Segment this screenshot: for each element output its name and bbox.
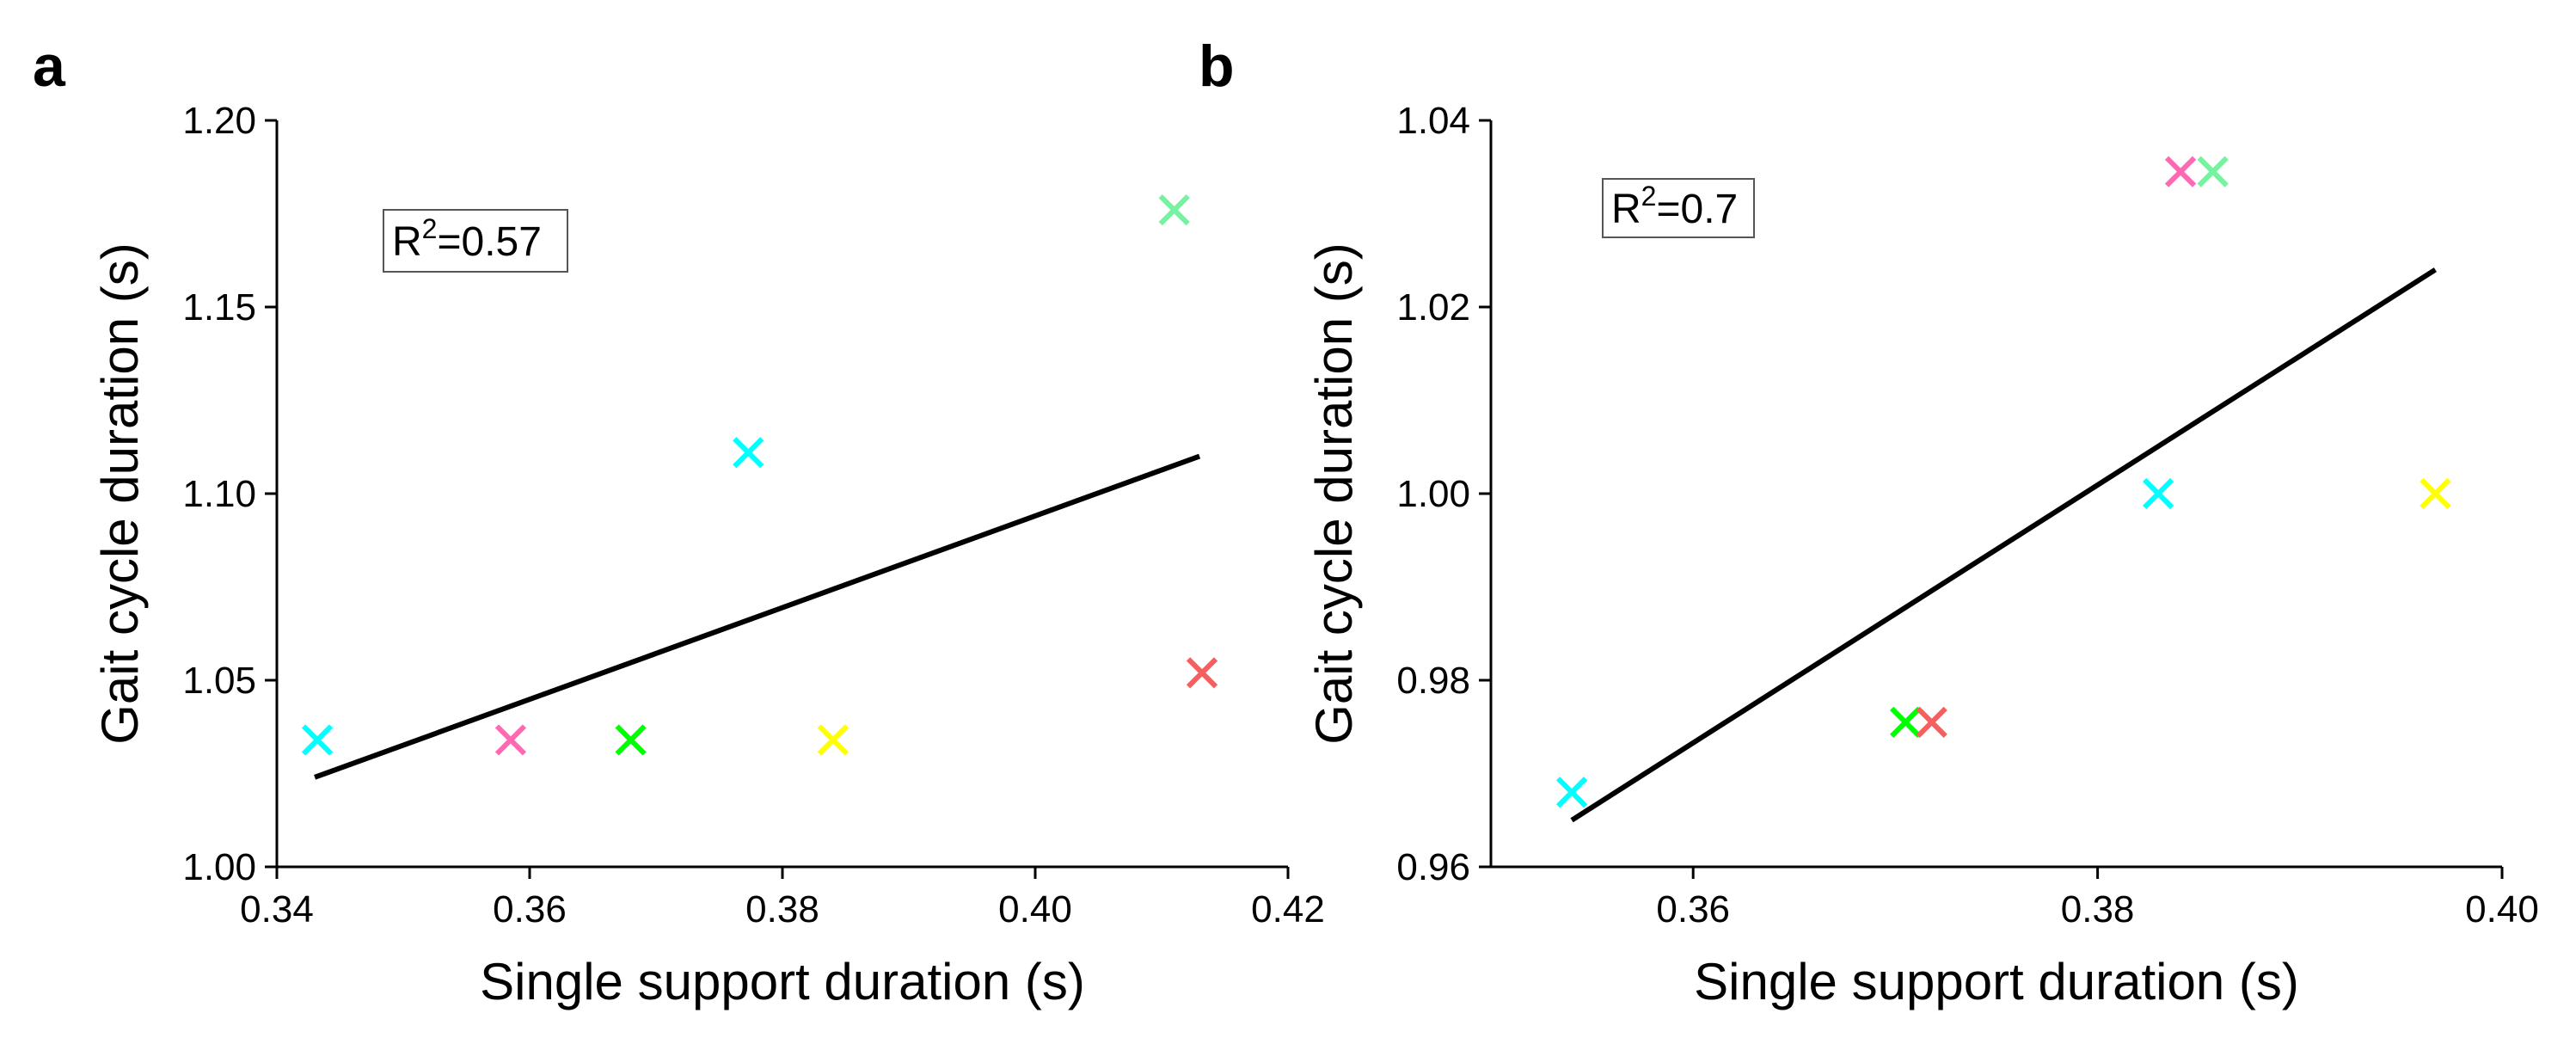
data-point — [494, 724, 527, 756]
data-point — [817, 724, 849, 756]
x-tick-label: 0.36 — [493, 888, 567, 930]
r-squared-label: R2=0.57 — [392, 213, 542, 265]
y-tick-label: 1.00 — [182, 846, 256, 888]
r-squared-annotation: R2=0.57 — [383, 209, 568, 273]
r-squared-prefix: R — [392, 219, 422, 265]
data-point — [2420, 477, 2451, 510]
data-point-stroke — [2143, 477, 2174, 510]
data-point-stroke — [2197, 156, 2229, 187]
y-tick-label: 1.02 — [1396, 286, 1470, 329]
regression-line — [1570, 267, 2437, 823]
regression-line — [314, 453, 1201, 780]
panel-letter: b — [1199, 34, 1235, 99]
panel-b: b 0.96 0.98 1.00 1.02 1.04 0.36 0.38 0.40 Single … — [1199, 34, 2539, 1010]
data-point — [733, 437, 764, 469]
data-point — [615, 724, 647, 756]
x-axis-title: Single support duration (s) — [1694, 953, 2299, 1010]
annotation-box — [383, 209, 568, 273]
data-point — [2143, 477, 2174, 510]
panel-a: a 1.00 1.05 1.10 1.15 1.20 0.34 0.36 0.38 0.40 0.4… — [33, 34, 1325, 1010]
x-tick-label: 0.40 — [2465, 888, 2539, 930]
r-squared-annotation: R2=0.7 — [1602, 178, 1755, 238]
y-tick-label: 0.98 — [1396, 660, 1470, 702]
y-tick-label: 0.96 — [1396, 846, 1470, 888]
data-point-stroke — [1186, 657, 1218, 689]
data-point-stroke — [1916, 706, 1947, 738]
x-tick-label: 0.42 — [1251, 888, 1325, 930]
data-point-stroke — [817, 724, 849, 756]
y-axis-title: Gait cycle duration (s) — [1305, 243, 1363, 745]
r-squared-value: =0.57 — [437, 219, 541, 265]
data-point — [1890, 706, 1922, 738]
data-point — [2164, 156, 2197, 187]
data-point — [2197, 156, 2229, 187]
data-point-stroke — [2420, 477, 2451, 510]
y-tick-label: 1.10 — [182, 473, 256, 515]
data-point-stroke — [301, 724, 334, 756]
r-squared-value: =0.7 — [1656, 187, 1738, 232]
x-tick-label: 0.40 — [998, 888, 1072, 930]
panel-letter: a — [33, 34, 66, 99]
y-tick-label: 1.05 — [182, 660, 256, 702]
x-axis-title: Single support duration (s) — [480, 953, 1085, 1010]
annotation-box — [1602, 178, 1755, 238]
data-point — [1916, 706, 1947, 738]
x-tick-label: 0.38 — [745, 888, 819, 930]
data-point — [1158, 194, 1190, 226]
r-squared-superscript: 2 — [422, 213, 438, 244]
data-point — [1555, 777, 1588, 808]
data-point — [301, 724, 334, 756]
data-point-stroke — [494, 724, 527, 756]
data-point-stroke — [615, 724, 647, 756]
r-squared-label: R2=0.7 — [1611, 181, 1738, 232]
y-tick-label: 1.00 — [1396, 473, 1470, 515]
data-point-stroke — [1158, 194, 1190, 226]
data-point — [1186, 657, 1218, 689]
x-tick-label: 0.38 — [2061, 888, 2135, 930]
y-axis-title: Gait cycle duration (s) — [91, 243, 149, 745]
data-point-stroke — [1555, 777, 1588, 808]
y-tick-label: 1.20 — [182, 100, 256, 142]
r-squared-prefix: R — [1611, 187, 1641, 232]
x-tick-label: 0.34 — [240, 888, 314, 930]
data-point-stroke — [733, 437, 764, 469]
data-point-stroke — [1890, 706, 1922, 738]
x-tick-label: 0.36 — [1656, 888, 1730, 930]
r-squared-superscript: 2 — [1641, 181, 1657, 212]
data-point-stroke — [2164, 156, 2197, 187]
y-tick-label: 1.15 — [182, 286, 256, 329]
y-tick-label: 1.04 — [1396, 100, 1470, 142]
